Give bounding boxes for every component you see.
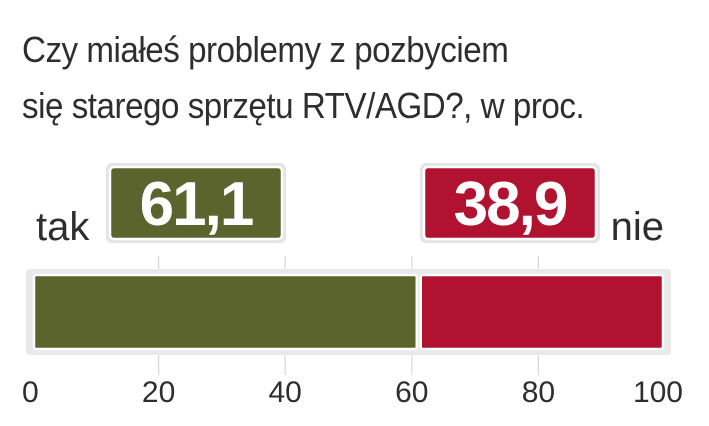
x-tick-label: 60 [395,376,428,409]
x-tick-label: 40 [269,376,302,409]
data-label-tak: 61,1 [140,170,253,239]
x-tick-label: 80 [522,376,555,409]
category-label-tak: tak [36,205,90,249]
chart-title-line-2: się starego sprzętu RTV/AGD?, w proc. [22,85,585,126]
bar-segment-tak [32,273,419,351]
x-tick-label: 0 [22,376,39,409]
value-badge-tak [108,165,284,241]
x-tick-label: 20 [142,376,175,409]
chart-title: Czy miałeś problemy z pozbyciem się star… [22,22,648,134]
category-label-nie: nie [611,205,664,249]
x-tick-label: 100 [633,376,683,409]
value-badge-nie [422,165,598,241]
bar-segment-nie [419,273,665,351]
data-label-nie: 38,9 [454,170,567,239]
chart-title-line-1: Czy miałeś problemy z pozbyciem [22,29,509,70]
